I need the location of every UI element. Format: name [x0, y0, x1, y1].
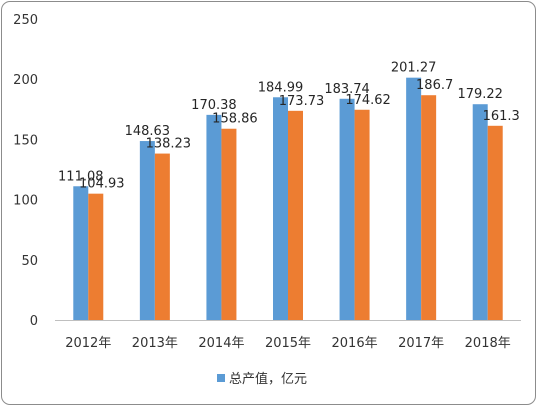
- y-tick-label-3: 150: [13, 133, 38, 148]
- x-tick-label-2: 2014年: [198, 336, 244, 351]
- legend-swatch-series1: [217, 374, 225, 382]
- data-label-series2-0: 104.93: [79, 177, 125, 192]
- data-label-series1-2: 170.38: [191, 98, 237, 113]
- data-label-series1-1: 148.63: [125, 124, 171, 139]
- bar-series2-5: [421, 95, 437, 321]
- data-label-series1-6: 179.22: [457, 87, 503, 102]
- bar-series1-4: [339, 98, 355, 320]
- bar-series1-0: [73, 186, 89, 320]
- y-tick-label-0: 0: [30, 314, 38, 329]
- y-tick-label-1: 50: [21, 254, 38, 269]
- data-label-series1-0: 111.08: [58, 169, 104, 184]
- y-tick-label-4: 200: [13, 73, 38, 88]
- x-tick-label-5: 2017年: [398, 336, 444, 351]
- x-tick-label-1: 2013年: [132, 336, 178, 351]
- bar-series1-1: [139, 141, 155, 320]
- bar-series1-3: [273, 97, 288, 321]
- bar-series1-2: [206, 114, 222, 320]
- x-tick-label-4: 2016年: [332, 336, 378, 351]
- data-label-series1-3: 184.99: [258, 80, 304, 95]
- bar-series2-1: [154, 153, 170, 320]
- bar-series2-2: [221, 128, 237, 320]
- x-tick-label-0: 2012年: [65, 336, 111, 351]
- y-tick-label-5: 250: [13, 13, 38, 28]
- data-label-series2-5: 186.7: [416, 78, 453, 93]
- bar-series2-6: [487, 125, 503, 320]
- bar-series2-3: [288, 110, 303, 321]
- data-label-series2-4: 174.62: [345, 93, 391, 108]
- x-tick-label-3: 2015年: [265, 336, 311, 351]
- data-label-series2-6: 161.3: [483, 109, 520, 124]
- x-tick-label-6: 2018年: [465, 336, 511, 351]
- y-tick-label-2: 100: [13, 194, 38, 209]
- data-label-series2-1: 138.23: [146, 137, 192, 152]
- data-label-series2-3: 173.73: [279, 94, 325, 109]
- bar-series2-0: [88, 193, 104, 320]
- bar-series2-4: [354, 109, 370, 320]
- data-label-series2-2: 158.86: [212, 112, 258, 127]
- data-label-series1-4: 183.74: [324, 82, 370, 97]
- data-label-series1-5: 201.27: [391, 61, 437, 76]
- legend-label-series1: 总产值，亿元: [229, 371, 307, 387]
- bar-series1-6: [472, 104, 488, 320]
- bar-series1-5: [406, 77, 422, 320]
